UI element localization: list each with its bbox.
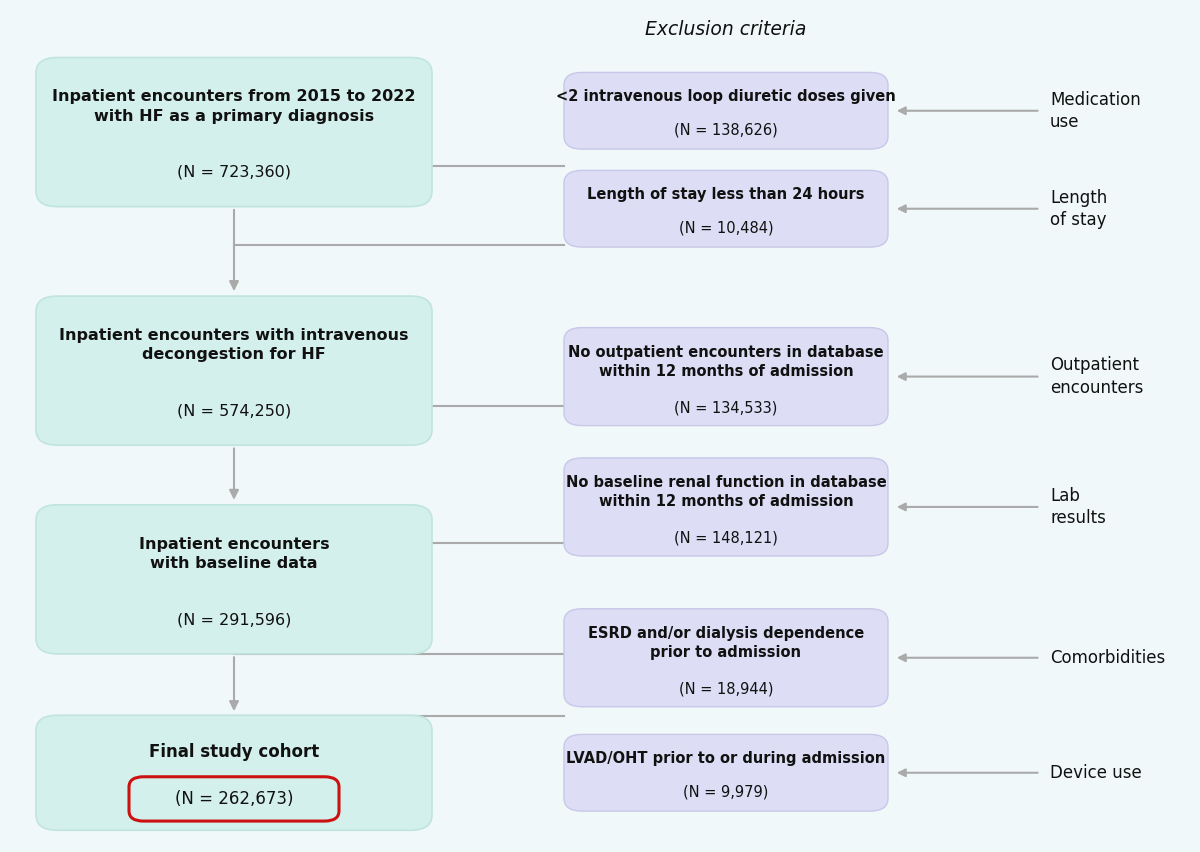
- Text: (N = 9,979): (N = 9,979): [683, 785, 769, 799]
- Text: (N = 148,121): (N = 148,121): [674, 531, 778, 546]
- Text: LVAD/OHT prior to or during admission: LVAD/OHT prior to or during admission: [566, 751, 886, 767]
- Text: Comorbidities: Comorbidities: [1050, 648, 1165, 667]
- Text: Lab
results: Lab results: [1050, 486, 1106, 527]
- Text: Outpatient
encounters: Outpatient encounters: [1050, 356, 1144, 397]
- FancyBboxPatch shape: [564, 327, 888, 425]
- FancyBboxPatch shape: [36, 716, 432, 830]
- Text: Exclusion criteria: Exclusion criteria: [646, 20, 806, 39]
- FancyBboxPatch shape: [36, 296, 432, 446]
- Text: Length of stay less than 24 hours: Length of stay less than 24 hours: [587, 187, 865, 203]
- FancyBboxPatch shape: [564, 170, 888, 247]
- FancyBboxPatch shape: [564, 734, 888, 811]
- Text: (N = 138,626): (N = 138,626): [674, 123, 778, 137]
- Text: (N = 723,360): (N = 723,360): [178, 164, 292, 180]
- Text: (N = 134,533): (N = 134,533): [674, 400, 778, 416]
- FancyBboxPatch shape: [564, 72, 888, 149]
- Text: No outpatient encounters in database
within 12 months of admission: No outpatient encounters in database wit…: [568, 345, 884, 378]
- Text: Length
of stay: Length of stay: [1050, 188, 1108, 229]
- Text: Inpatient encounters from 2015 to 2022
with HF as a primary diagnosis: Inpatient encounters from 2015 to 2022 w…: [53, 89, 415, 124]
- Text: (N = 574,250): (N = 574,250): [176, 403, 292, 418]
- Text: ESRD and/or dialysis dependence
prior to admission: ESRD and/or dialysis dependence prior to…: [588, 626, 864, 659]
- FancyBboxPatch shape: [130, 777, 338, 821]
- Text: No baseline renal function in database
within 12 months of admission: No baseline renal function in database w…: [565, 475, 887, 509]
- Text: Final study cohort: Final study cohort: [149, 743, 319, 761]
- Text: (N = 18,944): (N = 18,944): [679, 682, 773, 697]
- Text: (N = 291,596): (N = 291,596): [176, 612, 292, 627]
- Text: Medication
use: Medication use: [1050, 90, 1141, 131]
- FancyBboxPatch shape: [36, 504, 432, 654]
- Text: (N = 262,673): (N = 262,673): [175, 790, 293, 808]
- FancyBboxPatch shape: [564, 608, 888, 706]
- FancyBboxPatch shape: [36, 58, 432, 207]
- Text: Inpatient encounters
with baseline data: Inpatient encounters with baseline data: [139, 537, 329, 571]
- FancyBboxPatch shape: [564, 458, 888, 556]
- Text: Inpatient encounters with intravenous
decongestion for HF: Inpatient encounters with intravenous de…: [59, 328, 409, 362]
- Text: (N = 10,484): (N = 10,484): [679, 221, 773, 235]
- Text: Device use: Device use: [1050, 763, 1141, 782]
- Text: <2 intravenous loop diuretic doses given: <2 intravenous loop diuretic doses given: [556, 89, 896, 105]
